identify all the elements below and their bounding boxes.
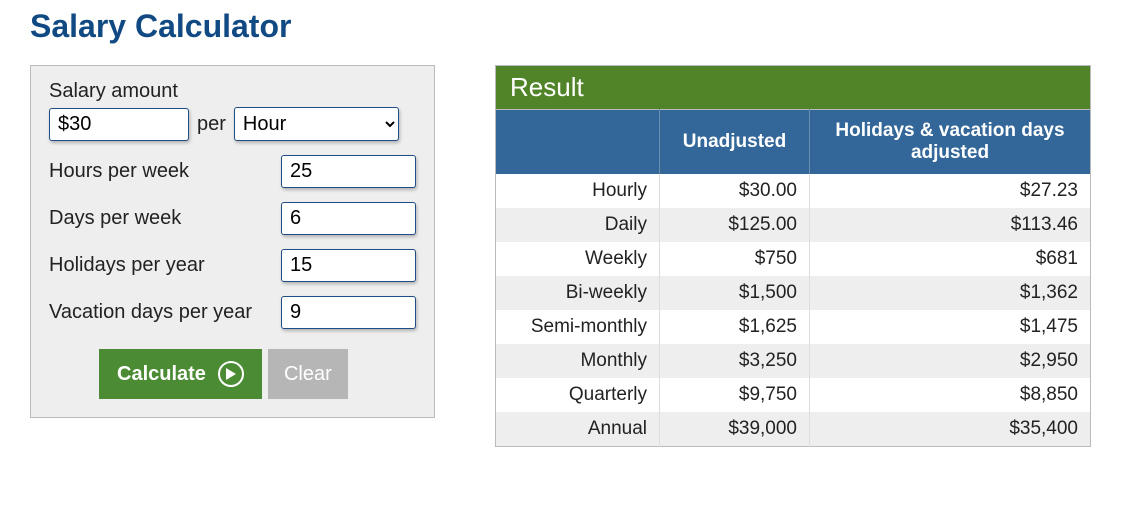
result-header-period (496, 110, 660, 175)
button-row: Calculate Clear (99, 349, 416, 399)
holidays-per-year-label: Holidays per year (49, 254, 205, 277)
unadjusted-cell: $39,000 (660, 412, 810, 447)
hours-per-week-input[interactable] (281, 155, 416, 188)
amount-row: per HourDayWeekBi-weekSemi-monthMonthQua… (49, 107, 416, 141)
table-row: Daily$125.00$113.46 (496, 208, 1091, 242)
table-row: Bi-weekly$1,500$1,362 (496, 276, 1091, 310)
table-row: Monthly$3,250$2,950 (496, 344, 1091, 378)
period-cell: Daily (496, 208, 660, 242)
result-header-adjusted: Holidays & vacation days adjusted (810, 110, 1091, 175)
adjusted-cell: $1,362 (810, 276, 1091, 310)
adjusted-cell: $681 (810, 242, 1091, 276)
hours-per-week-row: Hours per week (49, 155, 416, 188)
unit-select[interactable]: HourDayWeekBi-weekSemi-monthMonthQuarter… (234, 107, 399, 141)
adjusted-cell: $113.46 (810, 208, 1091, 242)
table-row: Weekly$750$681 (496, 242, 1091, 276)
period-cell: Weekly (496, 242, 660, 276)
vacation-days-per-year-label: Vacation days per year (49, 301, 252, 324)
vacation-days-per-year-input[interactable] (281, 296, 416, 329)
period-cell: Monthly (496, 344, 660, 378)
amount-label: Salary amount (49, 80, 416, 103)
period-cell: Hourly (496, 174, 660, 208)
period-cell: Quarterly (496, 378, 660, 412)
clear-button[interactable]: Clear (268, 349, 348, 399)
adjusted-cell: $1,475 (810, 310, 1091, 344)
unadjusted-cell: $9,750 (660, 378, 810, 412)
per-text: per (197, 113, 226, 136)
unadjusted-cell: $1,625 (660, 310, 810, 344)
adjusted-cell: $2,950 (810, 344, 1091, 378)
adjusted-cell: $35,400 (810, 412, 1091, 447)
unadjusted-cell: $750 (660, 242, 810, 276)
table-row: Semi-monthly$1,625$1,475 (496, 310, 1091, 344)
unadjusted-cell: $30.00 (660, 174, 810, 208)
amount-input[interactable] (49, 108, 189, 141)
days-per-week-input[interactable] (281, 202, 416, 235)
holidays-per-year-row: Holidays per year (49, 249, 416, 282)
adjusted-cell: $8,850 (810, 378, 1091, 412)
calculate-button[interactable]: Calculate (99, 349, 262, 399)
adjusted-cell: $27.23 (810, 174, 1091, 208)
form-panel: Salary amount per HourDayWeekBi-weekSemi… (30, 65, 435, 418)
unadjusted-cell: $125.00 (660, 208, 810, 242)
play-icon (218, 361, 244, 387)
vacation-days-per-year-row: Vacation days per year (49, 296, 416, 329)
period-cell: Semi-monthly (496, 310, 660, 344)
unadjusted-cell: $1,500 (660, 276, 810, 310)
result-header-row: Unadjusted Holidays & vacation days adju… (496, 110, 1091, 175)
page-title: Salary Calculator (30, 8, 1110, 45)
table-row: Hourly$30.00$27.23 (496, 174, 1091, 208)
unadjusted-cell: $3,250 (660, 344, 810, 378)
period-cell: Annual (496, 412, 660, 447)
result-header-unadjusted: Unadjusted (660, 110, 810, 175)
days-per-week-row: Days per week (49, 202, 416, 235)
calculate-button-label: Calculate (117, 363, 206, 386)
period-cell: Bi-weekly (496, 276, 660, 310)
days-per-week-label: Days per week (49, 207, 181, 230)
hours-per-week-label: Hours per week (49, 160, 189, 183)
main-container: Salary amount per HourDayWeekBi-weekSemi… (30, 65, 1110, 447)
table-row: Annual$39,000$35,400 (496, 412, 1091, 447)
holidays-per-year-input[interactable] (281, 249, 416, 282)
result-table: Unadjusted Holidays & vacation days adju… (495, 109, 1091, 447)
result-title: Result (495, 65, 1091, 109)
table-row: Quarterly$9,750$8,850 (496, 378, 1091, 412)
result-panel: Result Unadjusted Holidays & vacation da… (495, 65, 1091, 447)
